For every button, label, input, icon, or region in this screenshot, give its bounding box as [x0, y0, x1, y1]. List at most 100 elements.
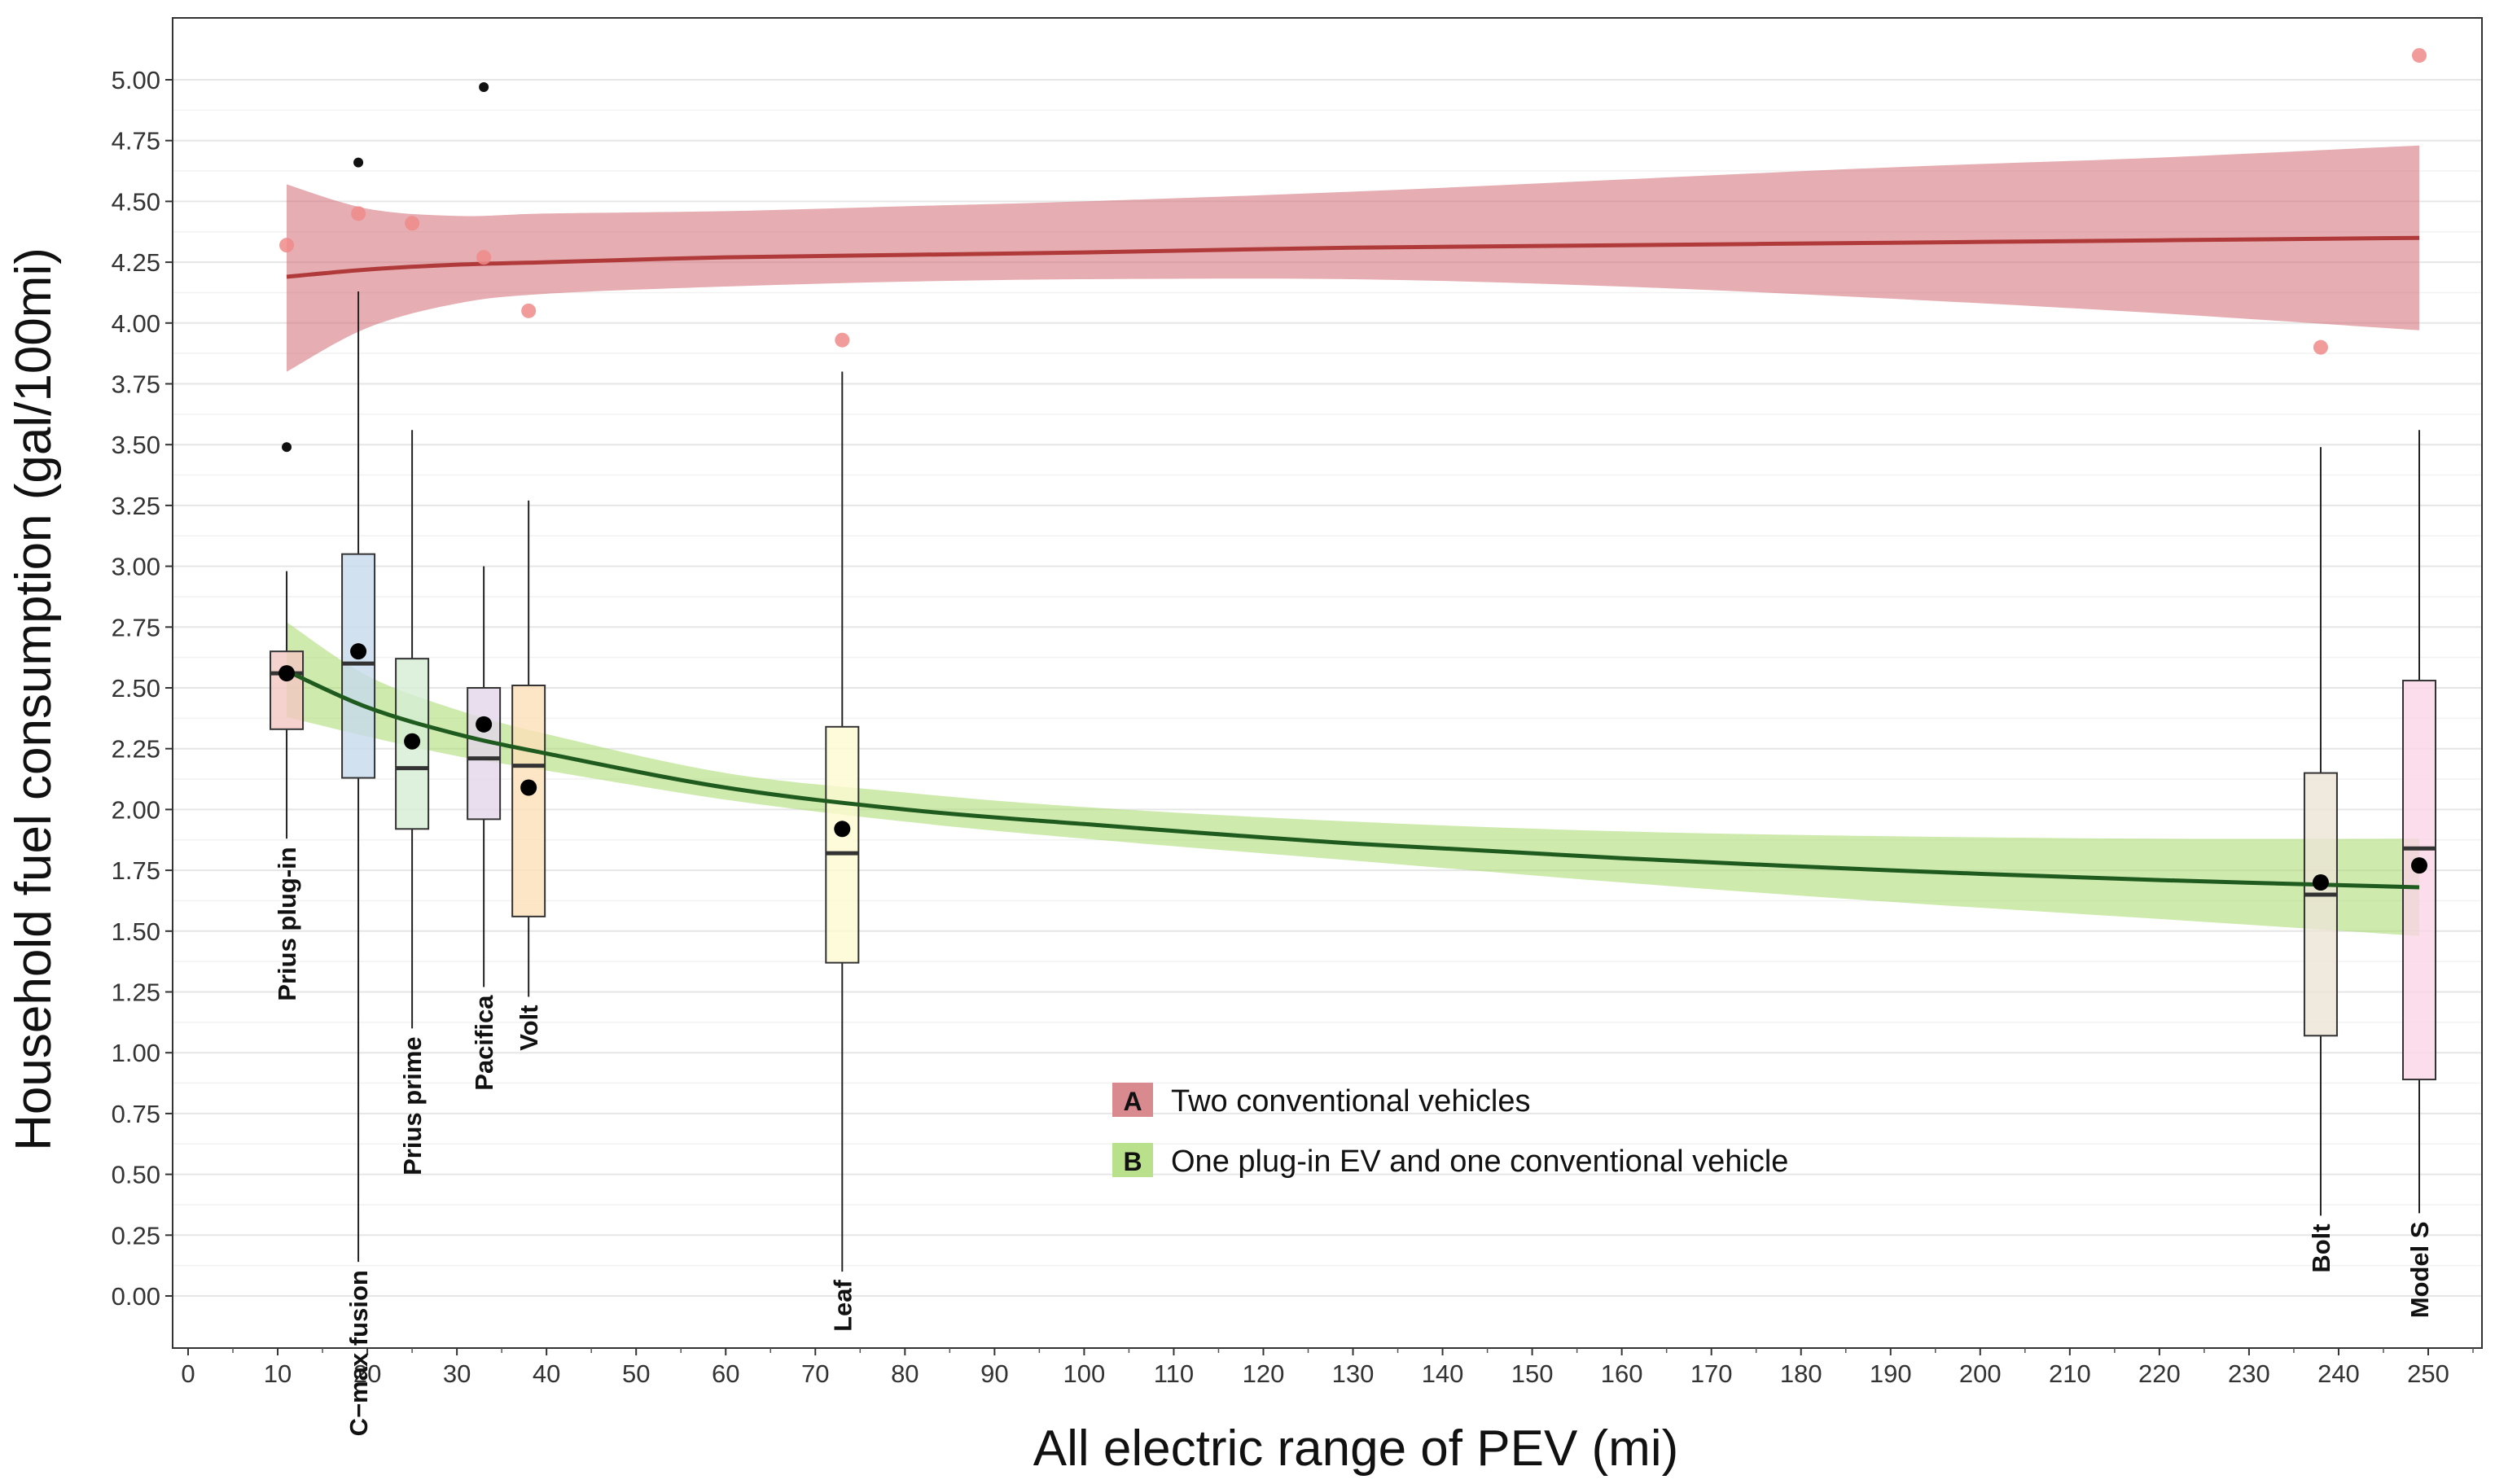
box-outlier: [479, 81, 489, 92]
x-tick-label: 100: [1063, 1359, 1106, 1388]
box-volt: [511, 500, 546, 997]
x-tick-label: 50: [622, 1359, 650, 1388]
point-series-a: [835, 332, 850, 348]
x-tick-label: 70: [801, 1359, 829, 1388]
box-bolt: [2303, 447, 2338, 1216]
x-tick-label: 200: [1959, 1359, 2002, 1388]
box-pacifica: [467, 81, 502, 987]
legend-key-a-text: A: [1123, 1087, 1142, 1116]
band-series-a: [287, 145, 2419, 372]
mean-point: [404, 733, 421, 750]
box-leaf: [825, 371, 860, 1272]
vehicle-label: Pacifica: [470, 995, 498, 1091]
legend-label-b: One plug-in EV and one conventional vehi…: [1171, 1145, 1788, 1179]
y-tick-label: 2.50: [112, 674, 160, 703]
box-model-s: [2401, 430, 2436, 1214]
x-tick-label: 230: [2228, 1359, 2270, 1388]
legend-key-b-text: B: [1123, 1147, 1142, 1176]
box-body: [467, 687, 502, 821]
y-tick-label: 0.50: [112, 1161, 160, 1189]
grid-layer: [173, 79, 2482, 1297]
fit-line-series-a: [286, 235, 2420, 279]
legend-key-a: [1112, 1083, 1153, 1117]
y-tick-label: 4.00: [112, 309, 160, 338]
y-tick-label: 3.00: [112, 553, 160, 581]
mean-point: [278, 665, 296, 682]
vehicle-label: Prius prime: [398, 1036, 427, 1175]
x-tick-label: 180: [1780, 1359, 1822, 1388]
box-c-max-fusion: [341, 157, 376, 1263]
x-tick-label: 110: [1154, 1359, 1194, 1388]
box-outlier: [353, 157, 364, 168]
x-tick-label: 30: [443, 1359, 471, 1388]
points: [278, 48, 2427, 891]
legend: A Two conventional vehicles B One plug-i…: [1112, 1083, 1788, 1179]
y-tick-label: 1.75: [112, 856, 160, 885]
x-tick-label: 170: [1690, 1359, 1733, 1388]
y-tick-label: 0.25: [112, 1221, 160, 1250]
x-tick-label: 130: [1332, 1359, 1375, 1388]
y-tick-label: 3.25: [112, 492, 160, 520]
y-tick-label: 1.50: [112, 917, 160, 946]
x-tick-label: 80: [891, 1359, 919, 1388]
point-series-a: [351, 206, 366, 221]
box-body: [270, 650, 305, 730]
mean-point: [476, 716, 493, 733]
point-series-a: [476, 250, 492, 265]
box-body: [341, 553, 376, 779]
y-tick-label: 1.00: [112, 1039, 160, 1067]
x-tick-label: 120: [1243, 1359, 1285, 1388]
vehicle-label: C−max fusion: [344, 1270, 373, 1436]
fit-line-series-b: [285, 668, 2420, 890]
x-tick-label: 210: [2049, 1359, 2091, 1388]
mean-point: [350, 643, 367, 660]
x-tick-label: 190: [1870, 1359, 1912, 1388]
y-tick-label: 2.25: [112, 735, 160, 764]
y-tick-label: 2.75: [112, 613, 160, 641]
legend-key-b: [1112, 1143, 1153, 1177]
box-body: [2303, 772, 2338, 1037]
vehicle-label: Model S: [2405, 1221, 2434, 1318]
legend-label-a: Two conventional vehicles: [1171, 1084, 1530, 1118]
y-tick-label: 0.00: [112, 1282, 160, 1311]
box-body: [2401, 680, 2436, 1081]
vehicle-label: Volt: [515, 1005, 543, 1050]
point-series-a: [2411, 48, 2427, 63]
y-tick-label: 4.25: [112, 248, 160, 277]
mean-point: [2410, 857, 2427, 874]
y-tick-label: 4.50: [112, 187, 160, 216]
mean-point: [520, 779, 537, 796]
fit-lines: [285, 235, 2420, 890]
boxplots: [270, 81, 2436, 1272]
x-tick-label: 240: [2317, 1359, 2360, 1388]
x-tick-label: 40: [533, 1359, 560, 1388]
x-tick-label: 90: [980, 1359, 1008, 1388]
mean-point: [834, 821, 851, 838]
vehicle-label: Leaf: [828, 1279, 857, 1331]
x-tick-label: 160: [1601, 1359, 1643, 1388]
y-tick-label: 3.50: [112, 431, 160, 459]
vehicle-label: Prius plug-in: [273, 847, 301, 1000]
y-tick-label: 4.75: [112, 127, 160, 155]
x-tick-label: 220: [2138, 1359, 2181, 1388]
confidence-bands: [287, 145, 2419, 936]
y-tick-label: 1.25: [112, 978, 160, 1007]
point-series-a: [521, 303, 537, 318]
y-tick-label: 3.75: [112, 370, 160, 399]
x-tick-label: 10: [264, 1359, 292, 1388]
y-tick-label: 0.75: [112, 1100, 160, 1128]
box-body: [511, 685, 546, 917]
x-tick-label: 140: [1422, 1359, 1464, 1388]
x-axis-title: All electric range of PEV (mi): [1033, 1421, 1678, 1477]
point-series-a: [279, 238, 295, 253]
point-series-a: [405, 216, 420, 231]
box-body: [825, 725, 860, 964]
band-series-b: [287, 622, 2419, 936]
vehicle-label: Bolt: [2307, 1224, 2335, 1272]
x-tick-label: 20: [353, 1359, 381, 1388]
point-series-a: [2313, 339, 2328, 355]
x-tick-label: 0: [181, 1359, 195, 1388]
vehicle-labels: Prius plug-in C−max fusion Prius prime Paci…: [273, 847, 2434, 1436]
box-prius-plug-in: [270, 442, 305, 839]
